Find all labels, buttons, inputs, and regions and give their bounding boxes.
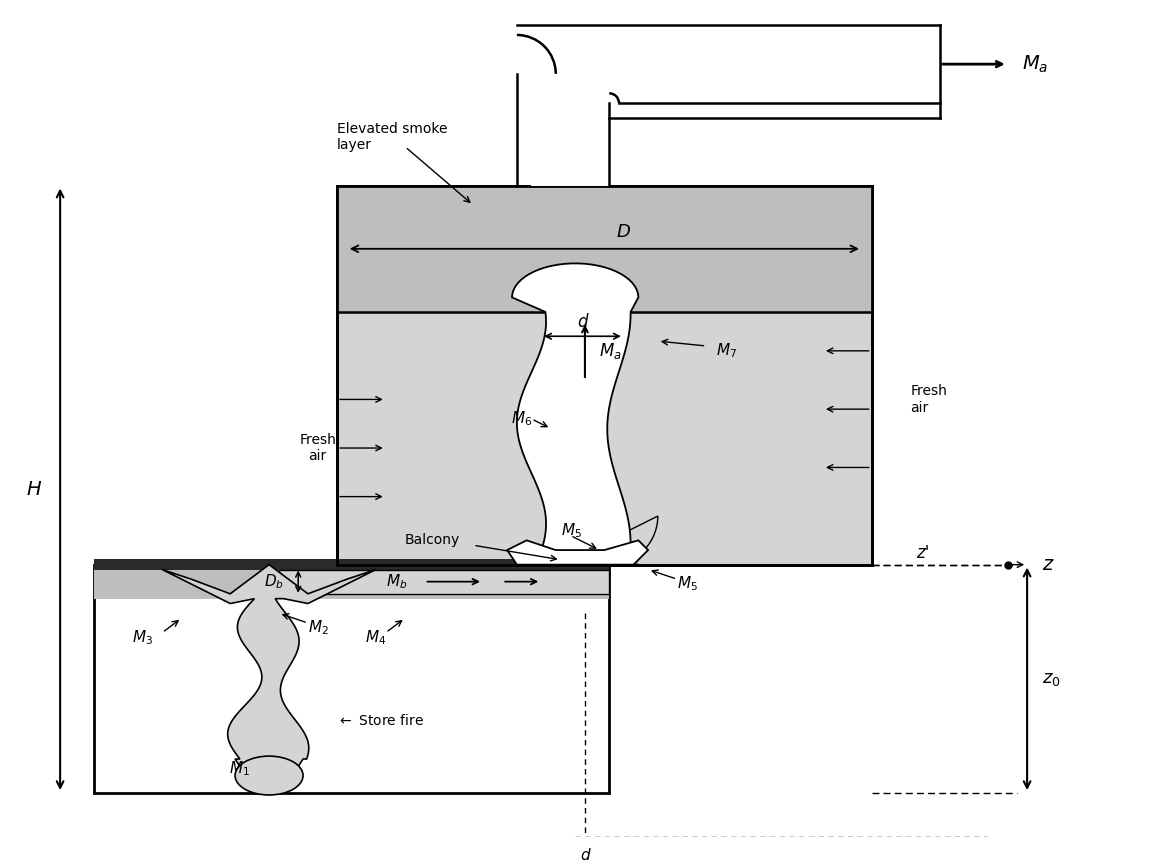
Bar (94, 565, 609, 793)
Text: $M_4$: $M_4$ (365, 629, 386, 647)
Text: D: D (617, 223, 631, 241)
Text: $M_2$: $M_2$ (308, 618, 328, 637)
Text: d: d (580, 848, 590, 861)
Text: $z_0$: $z_0$ (1042, 670, 1060, 688)
Text: Elevated smoke
layer: Elevated smoke layer (338, 122, 448, 152)
Bar (338, 186, 872, 565)
Text: $\leftarrow$ Store fire: $\leftarrow$ Store fire (338, 713, 424, 728)
Text: $M_7$: $M_7$ (716, 342, 737, 360)
Text: d: d (577, 313, 588, 331)
Text: $M_5$: $M_5$ (561, 521, 582, 540)
Bar (338, 186, 872, 312)
Text: Fresh
air: Fresh air (299, 433, 336, 463)
Bar (532, 103, 609, 186)
Text: z: z (1042, 555, 1052, 574)
Text: $M_1$: $M_1$ (229, 759, 250, 778)
Polygon shape (512, 263, 638, 565)
Bar (94, 565, 609, 598)
Text: $D_b$: $D_b$ (264, 573, 284, 591)
Text: H: H (26, 480, 41, 499)
Text: $M_a$: $M_a$ (599, 341, 623, 361)
Bar (532, 25, 939, 103)
Text: $M_5$: $M_5$ (677, 575, 698, 593)
Bar (338, 186, 872, 565)
Ellipse shape (235, 756, 303, 795)
Polygon shape (162, 565, 376, 778)
Polygon shape (599, 516, 658, 565)
Bar (94, 559, 609, 571)
Text: $M_a$: $M_a$ (1022, 53, 1049, 75)
Text: $M_b$: $M_b$ (385, 573, 407, 591)
Text: $M_6$: $M_6$ (511, 410, 532, 428)
Text: z': z' (916, 544, 930, 561)
Text: Fresh
air: Fresh air (910, 384, 947, 414)
Polygon shape (508, 541, 648, 565)
Text: Balcony: Balcony (405, 533, 461, 548)
Text: $M_3$: $M_3$ (133, 629, 154, 647)
Bar (279, 569, 609, 594)
